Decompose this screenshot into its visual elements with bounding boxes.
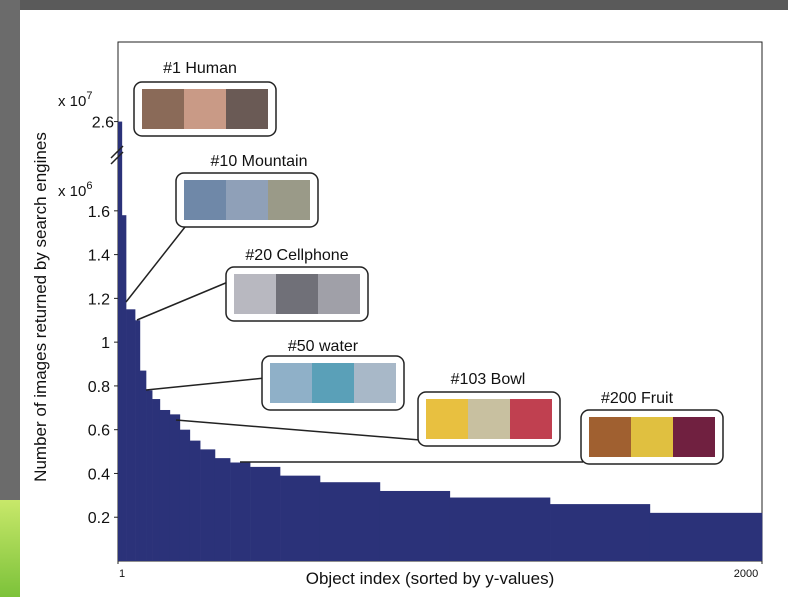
photo <box>276 274 318 314</box>
photo <box>226 180 268 220</box>
bar <box>152 399 161 561</box>
y-tick-label: 2.6 <box>92 115 114 132</box>
y-axis-label: Number of images returned by search engi… <box>31 132 50 482</box>
annotation-label: #10 Mountain <box>211 153 308 170</box>
pointer-line <box>175 419 421 441</box>
annotation-label: #1 Human <box>163 60 237 77</box>
lower-multiplier: x 106 <box>58 180 92 200</box>
bar <box>200 449 216 561</box>
axis-break <box>110 145 124 159</box>
bar <box>139 370 147 561</box>
slide-top-bar <box>0 0 788 10</box>
photo <box>510 399 552 439</box>
bar <box>121 215 127 561</box>
y-tick-label: 0.8 <box>88 379 110 396</box>
photo <box>589 417 631 457</box>
multiplier-base: x 10 <box>58 183 86 200</box>
y-tick-label: 0.2 <box>88 510 110 527</box>
pointer-line <box>136 281 229 321</box>
photo <box>312 363 354 403</box>
bar <box>649 512 763 561</box>
bar <box>179 429 191 561</box>
photo <box>226 89 268 129</box>
bar <box>146 390 153 561</box>
bar <box>169 414 181 561</box>
bar <box>280 475 321 561</box>
bar <box>159 409 171 561</box>
annotation-label: #200 Fruit <box>601 390 674 407</box>
photo <box>184 89 226 129</box>
bar <box>449 497 551 561</box>
bar <box>214 458 231 561</box>
y-tick-label: 0.6 <box>88 423 110 440</box>
photo <box>270 363 312 403</box>
y-tick-label: 0.4 <box>88 466 110 483</box>
pointer-line <box>125 226 186 303</box>
slide-left-bar <box>0 0 20 500</box>
y-tick-label: 1.6 <box>88 204 110 221</box>
y-tick-label: 1.4 <box>88 248 110 265</box>
photo <box>184 180 226 220</box>
annotation-label: #50 water <box>288 338 359 355</box>
photo <box>268 180 310 220</box>
multiplier-exponent: 7 <box>86 90 92 102</box>
bar <box>319 482 381 561</box>
x-axis-label: Object index (sorted by y-values) <box>306 569 555 588</box>
y-tick-label: 1 <box>101 335 110 352</box>
upper-multiplier: x 107 <box>58 90 92 110</box>
annotation-label: #103 Bowl <box>451 371 526 388</box>
photo <box>234 274 276 314</box>
bar <box>379 490 451 561</box>
axis-break <box>110 151 124 165</box>
photo <box>142 89 184 129</box>
bar <box>118 121 123 561</box>
multiplier-base: x 10 <box>58 93 86 110</box>
multiplier-exponent: 6 <box>86 180 92 192</box>
photo <box>318 274 360 314</box>
photo <box>468 399 510 439</box>
photo <box>673 417 715 457</box>
bar <box>550 504 651 561</box>
photo <box>631 417 673 457</box>
photo <box>354 363 396 403</box>
bar <box>230 462 251 561</box>
photo <box>426 399 468 439</box>
x-tick-label: 2000 <box>734 568 758 580</box>
bar <box>250 466 281 561</box>
annotation-label: #20 Cellphone <box>245 247 348 264</box>
x-tick-label: 1 <box>119 568 125 580</box>
bar <box>126 309 136 561</box>
bar <box>135 320 141 561</box>
y-tick-label: 1.2 <box>88 291 110 308</box>
bar <box>189 440 201 561</box>
pointer-line <box>145 377 266 391</box>
